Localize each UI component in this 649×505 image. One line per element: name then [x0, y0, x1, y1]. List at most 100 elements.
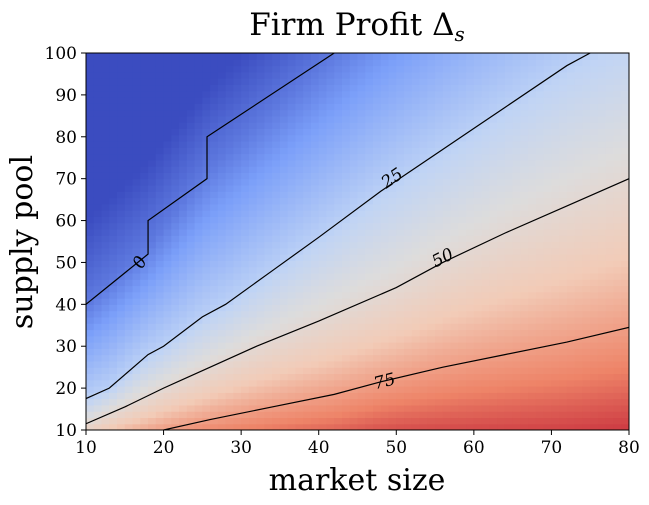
heatmap-cell [318, 65, 328, 73]
heatmap-cell [194, 323, 203, 331]
heatmap-cell [318, 228, 328, 236]
heatmap-cell [621, 172, 629, 180]
heatmap-cell [357, 203, 366, 211]
heatmap-cell [295, 411, 304, 419]
heatmap-cell [248, 96, 258, 104]
heatmap-cell [155, 90, 165, 98]
heatmap-cell [481, 153, 490, 161]
heatmap-cell [264, 65, 273, 73]
heatmap-cell [551, 115, 560, 123]
heatmap-cell [225, 53, 234, 60]
heatmap-cell [279, 53, 289, 60]
heatmap-cell [155, 298, 165, 305]
heatmap-cell [497, 266, 506, 274]
heatmap-cell [163, 184, 172, 192]
heatmap-cell [264, 335, 273, 343]
heatmap-cell [621, 298, 629, 305]
heatmap-cell [256, 310, 266, 318]
heatmap-cell [194, 260, 203, 268]
heatmap-cell [303, 197, 312, 205]
heatmap-cell [124, 222, 134, 230]
heatmap-cell [419, 272, 428, 280]
heatmap-cell [303, 360, 312, 368]
heatmap-cell [225, 109, 234, 117]
heatmap-cell [256, 404, 266, 412]
heatmap-cell [566, 191, 576, 199]
heatmap-cell [210, 298, 219, 305]
heatmap-cell [380, 222, 390, 230]
heatmap-cell [295, 147, 304, 155]
heatmap-cell [380, 316, 390, 324]
heatmap-cell [365, 134, 374, 142]
heatmap-cell [303, 153, 312, 161]
heatmap-cell [326, 291, 335, 299]
heatmap-cell [396, 392, 405, 400]
heatmap-cell [419, 310, 428, 318]
contour-line-25 [86, 53, 591, 400]
heatmap-cell [613, 59, 622, 67]
heatmap-cell [574, 222, 584, 230]
heatmap-cell [590, 423, 599, 430]
heatmap-cell [458, 247, 467, 255]
heatmap-cell [101, 59, 110, 67]
heatmap-cell [582, 134, 591, 142]
heatmap-cell [279, 260, 289, 268]
heatmap-cell [202, 222, 211, 230]
heatmap-cell [435, 197, 444, 205]
heatmap-cell [117, 335, 126, 343]
heatmap-cell [605, 291, 615, 299]
heatmap-cell [349, 122, 359, 129]
heatmap-cell [109, 398, 118, 406]
chart-title-text: Firm Profit Δ [249, 7, 454, 43]
heatmap-cell [163, 159, 172, 167]
heatmap-cell [520, 241, 529, 249]
heatmap-cell [435, 417, 444, 425]
heatmap-cell [341, 65, 351, 73]
heatmap-cell [132, 398, 141, 406]
heatmap-cell [528, 310, 537, 318]
heatmap-cell [202, 272, 211, 280]
heatmap-cell [155, 134, 165, 142]
heatmap-cell [489, 392, 498, 400]
heatmap-cell [597, 247, 607, 255]
heatmap-cell [365, 128, 374, 136]
heatmap-cell [272, 310, 281, 318]
heatmap-cell [419, 147, 428, 155]
heatmap-cell [551, 235, 560, 243]
heatmap-cell [318, 392, 328, 400]
heatmap-cell [109, 178, 118, 186]
heatmap-cell [210, 90, 219, 98]
heatmap-cell [194, 191, 203, 199]
heatmap-cell [109, 191, 118, 199]
heatmap-cell [435, 241, 444, 249]
heatmap-cell [582, 128, 591, 136]
heatmap-cell [210, 140, 219, 148]
heatmap-cell [310, 71, 320, 79]
heatmap-cell [225, 241, 234, 249]
heatmap-cell [310, 367, 320, 375]
heatmap-cell [512, 266, 521, 274]
heatmap-cell [528, 260, 537, 268]
heatmap-cell [295, 184, 304, 192]
heatmap-cell [349, 247, 359, 255]
heatmap-cell [497, 96, 506, 104]
heatmap-cell [264, 103, 273, 111]
heatmap-cell [590, 279, 599, 287]
heatmap-cell [497, 291, 506, 299]
heatmap-cell [458, 291, 467, 299]
heatmap-cell [186, 53, 196, 60]
heatmap-cell [551, 348, 560, 356]
heatmap-cell [334, 310, 343, 318]
heatmap-cell [590, 147, 599, 155]
heatmap-cell [597, 423, 607, 430]
heatmap-cell [458, 103, 467, 111]
heatmap-cell [155, 210, 165, 217]
heatmap-cell [497, 298, 506, 305]
heatmap-cell [411, 159, 421, 167]
heatmap-cell [202, 411, 211, 419]
heatmap-cell [489, 197, 498, 205]
heatmap-cell [326, 147, 335, 155]
heatmap-cell [481, 210, 490, 217]
heatmap-cell [163, 310, 172, 318]
heatmap-cell [256, 379, 266, 387]
